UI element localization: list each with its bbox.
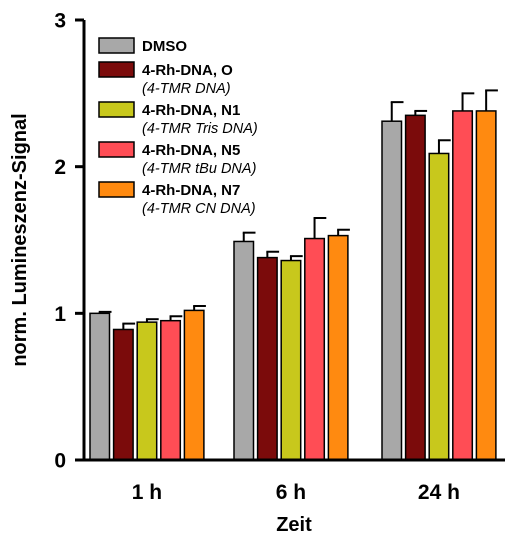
- x-ticks: 1 h 6 h 24 h: [132, 481, 460, 504]
- bar: [281, 261, 301, 460]
- bar: [305, 239, 325, 460]
- bar-group: [234, 218, 350, 460]
- bar: [114, 329, 134, 460]
- legend-swatch: [99, 142, 134, 157]
- legend-label: 4-Rh-DNA, N1: [142, 102, 240, 119]
- legend-label: 4-Rh-DNA, N5: [142, 142, 240, 159]
- legend-sublabel: (4-TMR DNA): [142, 81, 231, 97]
- bar: [382, 121, 402, 460]
- legend-sublabel: (4-TMR Tris DNA): [142, 121, 258, 137]
- x-axis-title: Zeit: [276, 514, 312, 535]
- bar-group: [382, 90, 498, 460]
- legend-sublabel: (4-TMR tBu DNA): [142, 161, 256, 177]
- bar: [137, 322, 157, 460]
- legend-swatch: [99, 182, 134, 197]
- y-tick-label: 2: [54, 156, 66, 179]
- legend-swatch: [99, 38, 134, 53]
- bar: [429, 153, 449, 460]
- bar: [161, 321, 181, 460]
- legend: DMSO 4-Rh-DNA, O (4-TMR DNA) 4-Rh-DNA, N1 (4…: [99, 38, 258, 217]
- bar: [476, 111, 496, 460]
- legend-swatch: [99, 62, 134, 77]
- legend-item: 4-Rh-DNA, N7 (4-TMR CN DNA): [99, 182, 256, 217]
- legend-label: 4-Rh-DNA, O: [142, 62, 233, 79]
- bar: [234, 241, 254, 460]
- y-tick-label: 3: [54, 10, 66, 33]
- legend-item: 4-Rh-DNA, N5 (4-TMR tBu DNA): [99, 142, 256, 177]
- bar: [184, 310, 204, 460]
- bar: [406, 115, 426, 460]
- x-tick-label: 1 h: [132, 481, 162, 504]
- y-ticks: 0 1 2 3: [54, 10, 84, 473]
- legend-sublabel: (4-TMR CN DNA): [142, 201, 256, 217]
- bar: [258, 258, 278, 460]
- x-tick-label: 24 h: [418, 481, 460, 504]
- y-tick-label: 1: [54, 303, 66, 326]
- bar: [90, 313, 110, 460]
- bar: [453, 111, 473, 460]
- y-tick-label: 0: [54, 450, 66, 473]
- legend-label: 4-Rh-DNA, N7: [142, 182, 240, 199]
- legend-swatch: [99, 102, 134, 117]
- legend-item: 4-Rh-DNA, N1 (4-TMR Tris DNA): [99, 102, 258, 137]
- x-tick-label: 6 h: [276, 481, 306, 504]
- bar-group: [90, 306, 206, 460]
- legend-item: 4-Rh-DNA, O (4-TMR DNA): [99, 62, 233, 97]
- y-axis-title: norm. Lumineszenz-Signal: [9, 113, 31, 366]
- legend-label: DMSO: [142, 38, 187, 55]
- legend-item: DMSO: [99, 38, 187, 55]
- bar: [328, 236, 348, 460]
